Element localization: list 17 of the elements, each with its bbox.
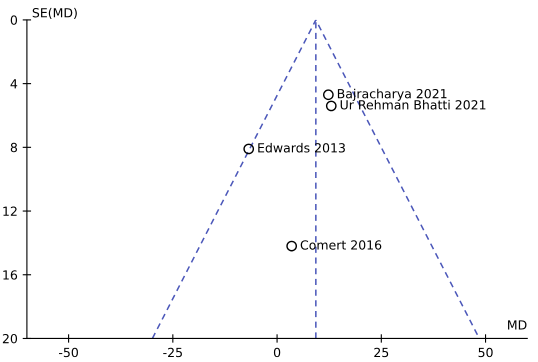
x-tick-label: 25: [374, 348, 388, 358]
y-axis-title: SE(MD): [32, 8, 77, 19]
y-tick-label: 4: [10, 79, 18, 88]
annotation: Ur Rehman Bhatti 2021: [340, 100, 486, 110]
x-axis-title: MD: [508, 320, 526, 330]
x-tick-label: -50: [59, 348, 78, 358]
x-tick-label: -25: [163, 348, 182, 358]
y-tick-label: 20: [2, 334, 18, 344]
annotation: Comert 2016: [300, 240, 382, 250]
y-tick-label: 8: [10, 142, 18, 152]
y-tick-label: 16: [3, 270, 18, 280]
y-tick-label: 12: [3, 206, 17, 216]
annotation: Bajracharya 2021: [338, 88, 446, 101]
annotation: Edwards 2013: [258, 142, 345, 153]
x-tick-label: 50: [478, 348, 493, 358]
x-tick-label: 0: [274, 348, 280, 358]
y-tick-label: 0: [10, 15, 18, 25]
